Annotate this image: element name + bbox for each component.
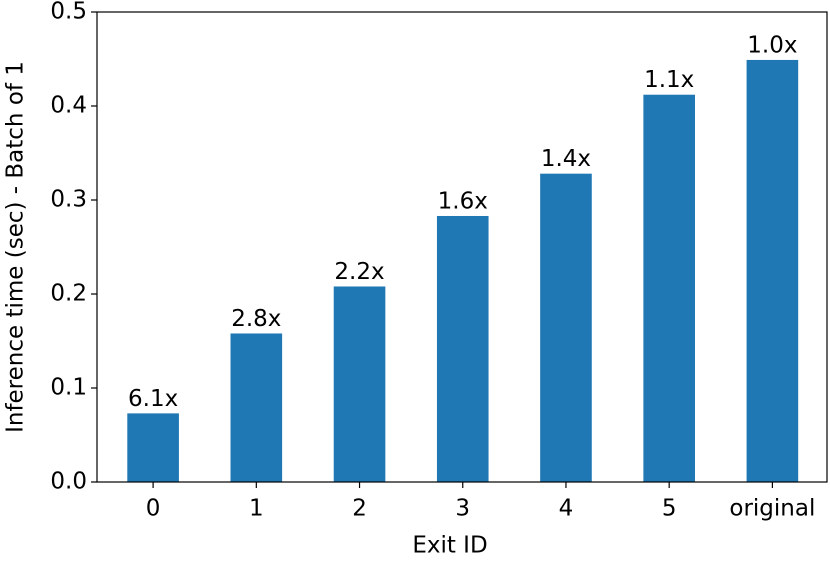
bar [333,286,386,482]
x-tick-label: 4 [559,496,574,522]
y-tick-label: 0.4 [50,93,87,119]
plot-frame [96,11,828,483]
x-tick-label: 1 [249,496,264,522]
y-tick-label: 0.1 [50,375,87,401]
x-tick-label: 3 [455,496,470,522]
bar-annotation: 1.0x [747,32,797,58]
bar-annotation: 1.6x [438,188,488,214]
bar-annotation: 1.4x [541,146,591,172]
bar [746,59,799,482]
bar-annotation: 1.1x [644,67,694,93]
bar-annotation: 2.2x [334,259,384,285]
y-tick-label: 0.5 [50,0,87,25]
bar [436,215,489,483]
x-axis-label: Exit ID [412,533,487,559]
bar-annotation: 2.8x [231,306,281,332]
y-tick-label: 0.0 [50,469,87,495]
bar [540,173,592,482]
x-tick-label: 2 [352,496,367,522]
bar [127,413,179,482]
y-axis-label: Inference time (sec) - Batch of 1 [3,61,29,433]
bar [643,94,695,482]
y-tick-label: 0.3 [50,187,87,213]
x-tick-label: 5 [662,496,677,522]
x-tick-label: 0 [146,496,161,522]
y-tick-label: 0.2 [50,281,87,307]
x-tick-label: original [729,496,815,522]
bar [230,333,283,482]
bar-annotation: 6.1x [128,386,178,412]
